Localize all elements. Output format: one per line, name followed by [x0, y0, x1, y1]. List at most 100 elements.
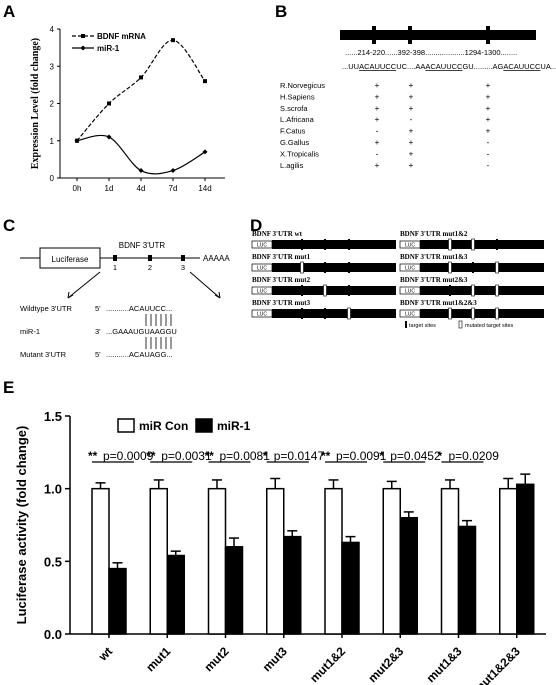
- d-construct-title: BDNF 3'UTR mut1&2: [400, 230, 468, 238]
- b-mark: +: [409, 138, 414, 147]
- e-sig-stars: *: [438, 449, 443, 463]
- b-seq-part: ...UU: [342, 62, 359, 71]
- e-bar-control: [149, 487, 168, 635]
- panel-a-letter: A: [3, 2, 16, 21]
- b-site-mark-3: [486, 26, 490, 44]
- b-sequence: ...UUACAUUCCUC....AAACAUUCCGU.........AG…: [342, 62, 556, 71]
- a-series-line-0: [76, 39, 206, 142]
- b-position-1: ..392-398...................: [393, 48, 464, 57]
- a-point: [203, 79, 207, 84]
- b-position-2: 1294-1300........: [465, 48, 518, 57]
- d-target-site: [324, 239, 326, 250]
- d-construct-title: BDNF 3'UTR mut3: [252, 299, 311, 307]
- b-seq-part: ACAUUCC: [503, 62, 541, 71]
- b-species-name: X.Tropicalis: [280, 149, 319, 158]
- b-mark: +: [486, 115, 491, 124]
- c-site-1: [113, 255, 117, 261]
- a-legend-label: BDNF mRNA: [97, 32, 146, 41]
- c-site-label-3: 3: [181, 263, 185, 272]
- c-arrow-left: [67, 271, 101, 299]
- d-target-site: [348, 262, 350, 273]
- e-bar-control: [324, 487, 343, 635]
- e-y-tick-label: 0.5: [44, 554, 62, 569]
- a-legend-marker: [81, 34, 85, 38]
- d-mutated-site: [323, 284, 327, 297]
- e-bar-mir1: [166, 554, 185, 635]
- e-sig-stars: **: [88, 449, 98, 463]
- panel-e-letter: E: [3, 378, 15, 397]
- a-legend-marker: [80, 45, 86, 51]
- d-mutated-site: [495, 284, 499, 297]
- d-construct-title: BDNF 3'UTR mut2&3: [400, 276, 468, 284]
- d-target-site: [472, 262, 474, 273]
- a-x-tick-label: 7d: [169, 184, 178, 193]
- a-x-tick-label: 1d: [105, 184, 114, 193]
- e-bar-mir1: [283, 535, 302, 635]
- b-utr-bar: [340, 30, 536, 40]
- c-utr-label: BDNF 3'UTR: [119, 241, 166, 250]
- b-species-name: S.scrofa: [280, 104, 308, 113]
- b-mark: -: [376, 127, 379, 136]
- d-utr-bar: [420, 309, 544, 318]
- b-mark: -: [410, 115, 413, 124]
- c-polya: AAAAA: [203, 254, 230, 263]
- b-mark: +: [486, 104, 491, 113]
- d-mutated-site: [347, 307, 351, 320]
- d-utr-bar: [272, 263, 396, 272]
- c-row-prefix: 3': [95, 327, 101, 336]
- d-utr-bar: [272, 309, 396, 318]
- e-bar-control: [266, 487, 285, 635]
- e-bar-mir1: [224, 546, 244, 635]
- b-mark: +: [409, 92, 414, 101]
- c-arrow-right: [189, 271, 221, 299]
- d-luc-label: LUC: [405, 266, 415, 272]
- b-mark: +: [486, 81, 491, 90]
- c-row-label: miR-1: [20, 327, 40, 336]
- e-p-value: p=0.0091: [336, 449, 387, 463]
- c-luciferase-label: Luciferase: [52, 255, 89, 264]
- c-row-label: Wildtype 3'UTR: [20, 304, 72, 313]
- d-target-site: [301, 239, 303, 250]
- a-x-tick-label: 0h: [73, 184, 82, 193]
- d-legend-target: target sites: [409, 323, 436, 329]
- e-x-tick-label: mut2: [201, 644, 231, 674]
- d-luc-label: LUC: [405, 312, 415, 318]
- d-construct-title: BDNF 3'UTR mut1&3: [400, 253, 468, 261]
- e-sig-stars: *: [263, 449, 268, 463]
- c-arrow-left-head: [67, 291, 74, 299]
- d-target-site: [301, 285, 303, 296]
- b-mark: +: [486, 127, 491, 136]
- d-luc-label: LUC: [257, 289, 267, 295]
- d-mutated-site: [495, 307, 499, 320]
- e-p-value: p=0.0147: [274, 449, 325, 463]
- e-y-tick-label: 1.0: [44, 482, 62, 497]
- a-point: [138, 168, 144, 174]
- b-species-name: L.Africana: [280, 115, 315, 124]
- e-bar-control: [499, 487, 518, 635]
- e-p-value: p=0.0009: [103, 449, 154, 463]
- b-site-mark-2: [408, 26, 412, 44]
- c-site-3: [181, 255, 185, 261]
- e-y-tick-label: 0.0: [44, 627, 62, 642]
- e-bar-mir1: [516, 483, 535, 635]
- b-species-name: L.agilis: [280, 161, 304, 170]
- d-luc-label: LUC: [257, 266, 267, 272]
- b-mark: +: [375, 161, 380, 170]
- d-utr-bar: [420, 263, 544, 272]
- b-positions: ......214-220......392-398..............…: [345, 48, 517, 57]
- e-bar-control: [382, 487, 401, 635]
- e-bar-mir1: [341, 541, 360, 635]
- d-legend-target-mark: [405, 321, 407, 328]
- c-row-seq: ...GAAAUGUAAGGU: [106, 327, 177, 336]
- e-x-tick-label: mut1: [143, 644, 173, 674]
- d-luc-label: LUC: [257, 243, 267, 249]
- d-target-site: [348, 285, 350, 296]
- b-mark: +: [375, 138, 380, 147]
- b-seq-part: GU.........AG: [462, 62, 503, 71]
- b-species-name: R.Norvegicus: [280, 81, 325, 90]
- a-y-axis-label: Expression Level (fold change): [30, 38, 41, 169]
- e-legend-label: miR Con: [139, 419, 188, 433]
- b-species-name: F.Catus: [280, 127, 306, 136]
- d-luc-label: LUC: [405, 289, 415, 295]
